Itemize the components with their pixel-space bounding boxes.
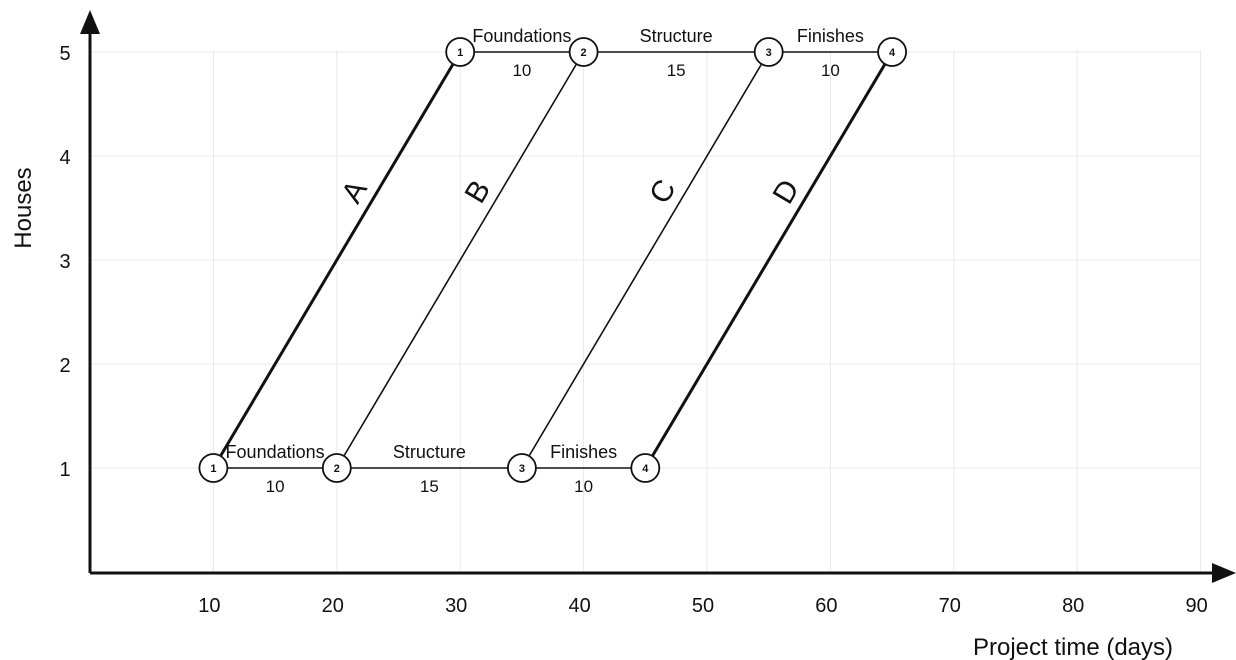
x-tick-label: 40 — [568, 595, 590, 617]
node-circle — [445, 37, 476, 67]
activity-segment-name: Structure — [640, 26, 713, 46]
x-tick-label: 90 — [1185, 595, 1207, 617]
y-tick-label: 5 — [59, 43, 70, 65]
x-axis-title: Project time (days) — [973, 634, 1173, 660]
activity-segment-name: Foundations — [226, 442, 325, 462]
activity-segment-name: Finishes — [550, 442, 617, 462]
y-axis-arrow-icon — [80, 10, 100, 34]
activity-segment-duration: 10 — [512, 61, 531, 80]
series-line-d — [644, 51, 894, 469]
activity-segment-name: Foundations — [472, 26, 571, 46]
node-circle — [568, 37, 599, 67]
x-tick-label: 10 — [198, 595, 220, 617]
grid-layer — [90, 50, 1202, 572]
activity-segment-duration: 15 — [420, 477, 439, 496]
node-circle — [321, 453, 352, 483]
node-circle — [753, 37, 784, 67]
activity-segment-layer: Foundations 10 Structure 15 Finishes 10 Founda… — [213, 26, 893, 496]
node-circle — [198, 453, 229, 483]
y-tick-label: 4 — [59, 147, 70, 169]
series-label-a: A — [335, 175, 374, 209]
x-axis-arrow-icon — [1212, 563, 1236, 583]
node-label: 2 — [334, 463, 340, 475]
activity-segment-duration: 10 — [574, 477, 593, 496]
node-label: 4 — [889, 47, 896, 59]
node-label: 4 — [642, 463, 649, 475]
series-line-c — [521, 51, 770, 469]
y-tick-label: 1 — [59, 459, 70, 481]
activity-segment-name: Structure — [393, 442, 466, 462]
activity-segment-duration: 15 — [667, 61, 686, 80]
series-label-c: C — [643, 174, 682, 209]
activity-segment-name: Finishes — [797, 26, 864, 46]
y-tick-label: 3 — [59, 251, 70, 273]
activity-segment-duration: 10 — [821, 61, 840, 80]
y-tick-label: 2 — [59, 355, 70, 377]
x-tick-label: 70 — [939, 595, 961, 617]
node-circle — [630, 453, 661, 483]
x-tick-label: 80 — [1062, 595, 1084, 617]
axis-layer: 10 20 30 40 50 60 70 80 90 1 2 3 4 5 — [59, 10, 1236, 617]
x-tick-label: 60 — [815, 595, 837, 617]
x-tick-label: 20 — [322, 595, 344, 617]
node-layer: 1 2 3 4 1 2 3 4 — [198, 37, 907, 483]
x-tick-label: 50 — [692, 595, 714, 617]
node-label: 1 — [210, 463, 216, 475]
y-axis-title: Houses — [10, 167, 37, 248]
node-circle — [877, 37, 907, 67]
node-circle — [507, 453, 537, 483]
node-label: 3 — [519, 463, 525, 475]
node-label: 1 — [457, 47, 463, 59]
activity-segment-duration: 10 — [266, 477, 285, 496]
series-line-b — [336, 51, 585, 469]
node-label: 2 — [581, 47, 587, 59]
x-tick-label: 30 — [445, 595, 467, 617]
node-label: 3 — [766, 47, 772, 59]
series-label-b: B — [459, 175, 498, 209]
series-line-a — [212, 51, 462, 469]
